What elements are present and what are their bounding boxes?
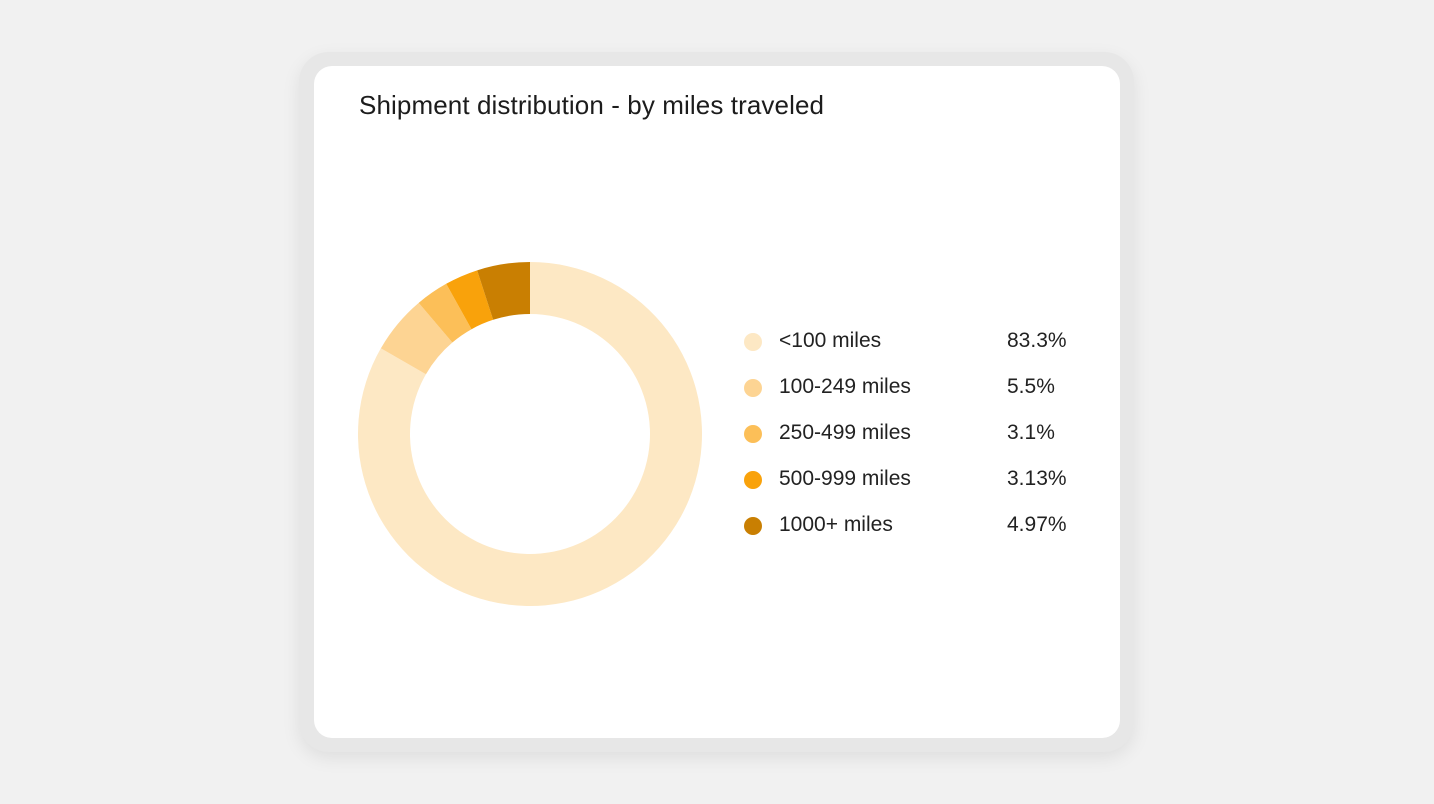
legend-dot-icon xyxy=(744,471,762,489)
chart-legend: <100 miles 83.3% 100-249 miles 5.5% 250-499 … xyxy=(744,323,1074,553)
legend-value: 83.3% xyxy=(1007,329,1067,352)
donut-slice-3 xyxy=(418,283,472,343)
legend-dot-icon xyxy=(744,333,762,351)
chart-title: Shipment distribution - by miles travele… xyxy=(359,90,825,120)
legend-item: 1000+ miles 4.97% xyxy=(744,507,1074,553)
donut-slice-5 xyxy=(477,262,530,320)
legend-label: 100-249 miles xyxy=(779,375,911,398)
legend-item: 250-499 miles 3.1% xyxy=(744,415,1074,461)
donut-slice-2 xyxy=(380,302,453,375)
legend-item: 500-999 miles 3.13% xyxy=(744,461,1074,507)
legend-dot-icon xyxy=(744,517,762,535)
legend-label: 1000+ miles xyxy=(779,513,893,536)
donut-slice-1 xyxy=(358,262,702,606)
legend-value: 3.13% xyxy=(1007,467,1067,490)
donut-slice-4 xyxy=(446,270,494,330)
legend-label: 250-499 miles xyxy=(779,421,911,444)
legend-label: <100 miles xyxy=(779,329,882,352)
legend-dot-icon xyxy=(744,425,762,443)
chart-card: Shipment distribution - by miles travele… xyxy=(314,66,1120,738)
legend-value: 4.97% xyxy=(1007,513,1067,536)
donut-chart xyxy=(358,262,702,606)
legend-item: 100-249 miles 5.5% xyxy=(744,369,1074,415)
legend-value: 5.5% xyxy=(1007,375,1055,398)
legend-dot-icon xyxy=(744,379,762,397)
legend-value: 3.1% xyxy=(1007,421,1055,444)
legend-label: 500-999 miles xyxy=(779,467,911,490)
legend-item: <100 miles 83.3% xyxy=(744,323,1074,369)
